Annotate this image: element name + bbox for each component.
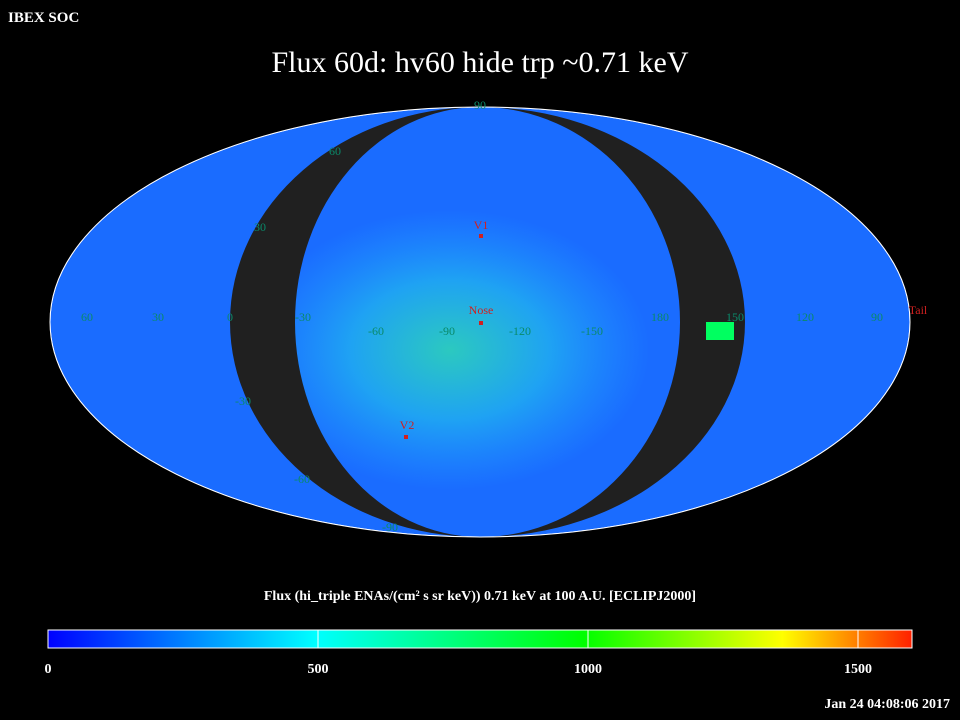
marker-label: Nose: [469, 303, 494, 317]
no-data-band: [480, 107, 745, 537]
latitude-label: 60: [329, 144, 341, 158]
colorbar-label: Flux (hi_triple ENAs/(cm² s sr keV)) 0.7…: [264, 589, 696, 604]
marker-dot: [479, 234, 483, 238]
longitude-label: 180: [651, 310, 669, 324]
longitude-label: 60: [81, 310, 93, 324]
longitude-label: 90: [871, 310, 883, 324]
colorbar-tick-label: 1500: [844, 662, 872, 677]
latitude-label: -30: [235, 394, 251, 408]
colorbar-tick-label: 500: [308, 662, 329, 677]
map-border: [49, 106, 911, 538]
marker-label: V2: [400, 418, 415, 432]
colorbar-tick-label: 1000: [574, 662, 602, 677]
central-region: [250, 210, 650, 490]
source-label: IBEX SOC: [8, 10, 79, 26]
longitude-label: 0: [227, 310, 233, 324]
latitude-label: 30: [254, 220, 266, 234]
no-data-band: [230, 107, 480, 537]
marker-label: Tail: [909, 303, 928, 317]
longitude-label: 120: [796, 310, 814, 324]
colorbar: [47, 629, 913, 649]
colorbar-tick-label: 0: [45, 662, 52, 677]
marker-dot: [479, 321, 483, 325]
longitude-label: -150: [581, 324, 603, 338]
marker-dot: [404, 435, 408, 439]
title: Flux 60d: hv60 hide trp ~0.71 keV: [271, 46, 688, 79]
latitude-label: 90: [474, 98, 486, 112]
timestamp: Jan 24 04:08:06 2017: [824, 697, 950, 712]
longitude-label: -60: [368, 324, 384, 338]
longitude-label: -30: [295, 310, 311, 324]
longitude-label: -90: [439, 324, 455, 338]
longitude-label: 30: [152, 310, 164, 324]
longitude-label: 150: [726, 310, 744, 324]
hot-pixel: [706, 322, 734, 340]
longitude-label: -120: [509, 324, 531, 338]
marker-label: V1: [474, 218, 489, 232]
latitude-label: -90: [382, 520, 398, 534]
latitude-label: -60: [294, 472, 310, 486]
